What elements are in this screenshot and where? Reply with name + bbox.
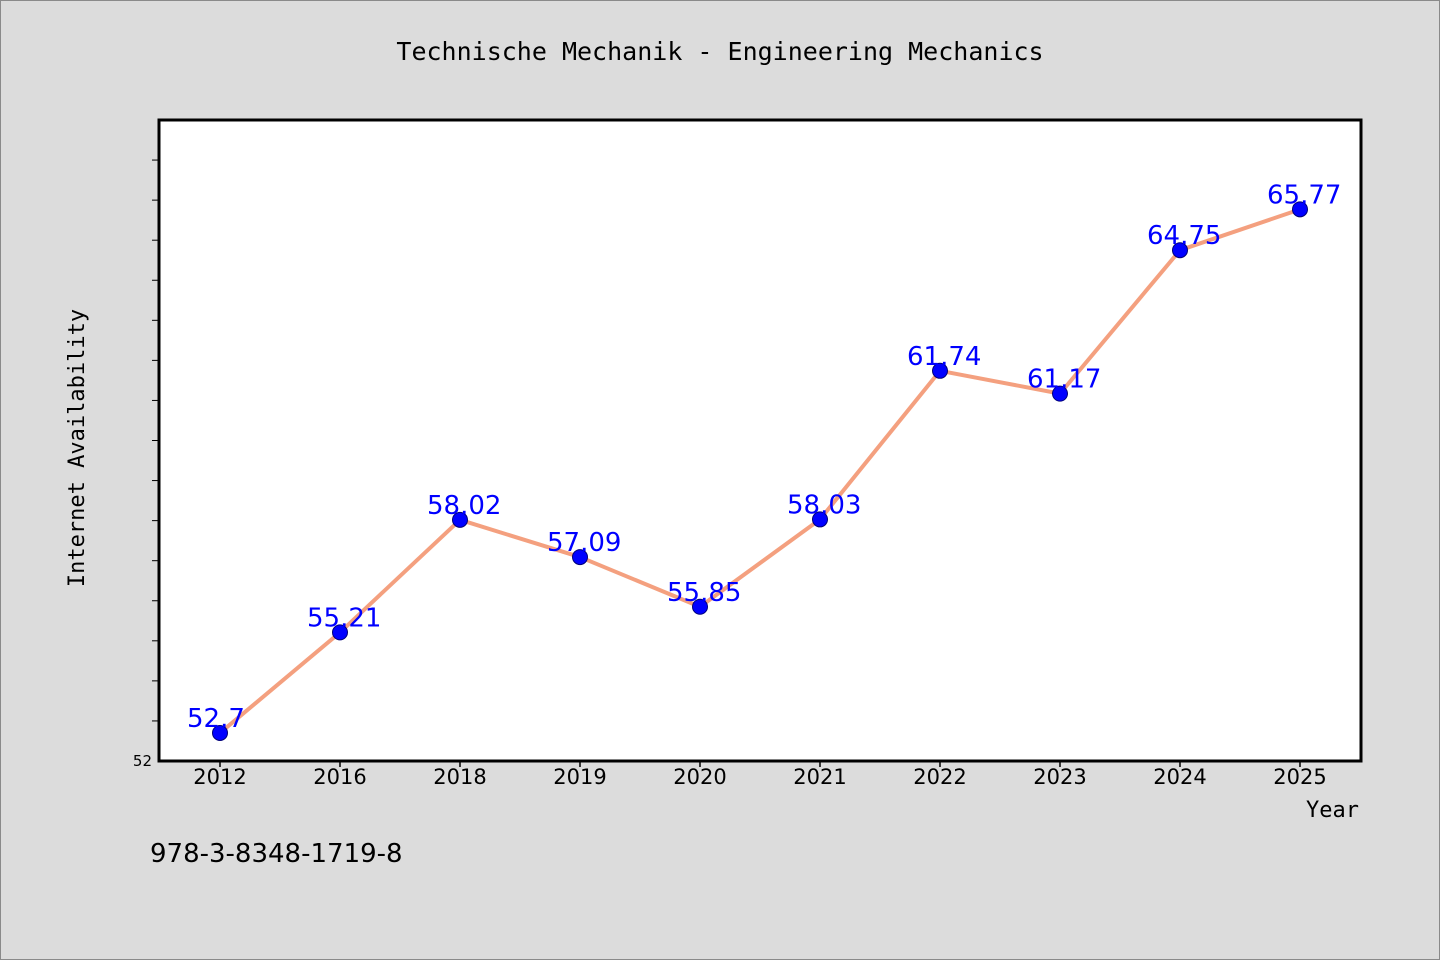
data-label-2025: 65.77 [1267, 180, 1341, 210]
x-tick-label-2021: 2021 [793, 765, 846, 789]
y-axis-ticks [152, 159, 159, 722]
x-tick-label-2016: 2016 [313, 765, 366, 789]
y-tick-label-52: 52 [133, 752, 152, 770]
data-label-2016: 55.21 [307, 603, 381, 633]
data-point-2025 [1292, 201, 1308, 218]
data-point-2016 [332, 624, 348, 641]
x-tick-label-2018: 2018 [433, 765, 486, 789]
data-label-2018: 58.02 [427, 491, 501, 521]
plot-area [157, 118, 1363, 763]
data-point-2018 [452, 511, 468, 528]
x-tick-label-2012: 2012 [193, 765, 246, 789]
x-axis-ticks: 2012 2016 2018 2019 2020 2021 2022 2023 2024 2025 [193, 761, 1327, 789]
data-point-2019 [572, 549, 588, 566]
data-label-2012: 52.7 [187, 704, 245, 734]
y-axis-label: Internet Availability [65, 309, 90, 587]
x-tick-label-2023: 2023 [1033, 765, 1086, 789]
x-tick-label-2025: 2025 [1273, 765, 1326, 789]
x-tick-label-2019: 2019 [553, 765, 606, 789]
data-label-2019: 57.09 [547, 528, 621, 558]
data-point-2021 [812, 511, 828, 528]
data-point-2022 [932, 362, 948, 379]
data-point-2012 [212, 724, 228, 741]
series-layer: 52.7 55.21 58.02 57.09 55.85 58.03 61.74 61.17 6… [187, 180, 1341, 741]
data-label-2022: 61.74 [907, 342, 981, 372]
data-point-2020 [692, 598, 708, 615]
x-tick-label-2024: 2024 [1153, 765, 1206, 789]
data-point-2024 [1172, 242, 1188, 259]
series-line [218, 207, 1301, 735]
chart-title: Technische Mechanik - Engineering Mechan… [396, 37, 1043, 66]
data-label-2020: 55.85 [667, 578, 741, 608]
data-label-2024: 64.75 [1147, 221, 1221, 251]
data-label-2021: 58.03 [787, 490, 861, 520]
x-tick-label-2020: 2020 [673, 765, 726, 789]
isbn-label: 978-3-8348-1719-8 [150, 839, 403, 869]
x-tick-label-2022: 2022 [913, 765, 966, 789]
data-point-2023 [1052, 385, 1068, 402]
data-label-2023: 61.17 [1027, 365, 1101, 395]
x-axis-label: Year [1306, 798, 1359, 823]
